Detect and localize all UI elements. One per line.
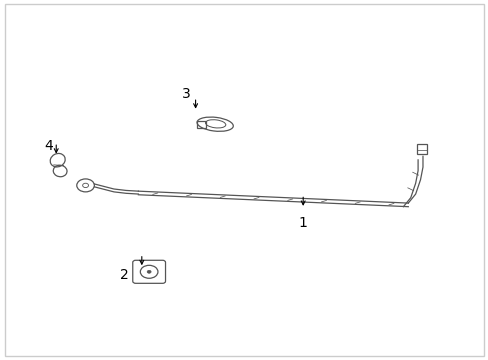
Text: 2: 2 xyxy=(120,269,129,282)
Text: 3: 3 xyxy=(181,87,190,100)
Text: 4: 4 xyxy=(44,139,53,153)
Text: 1: 1 xyxy=(298,216,307,230)
Circle shape xyxy=(147,270,151,273)
